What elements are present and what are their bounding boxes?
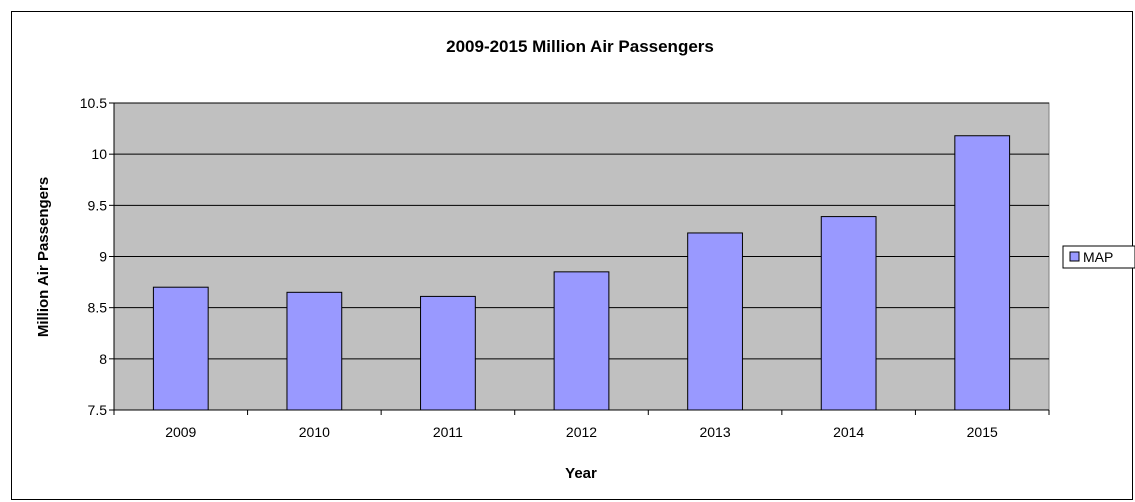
legend-box	[1062, 245, 1135, 269]
y-tick-label: 10	[91, 146, 107, 162]
legend-label-map: MAP	[1083, 249, 1113, 265]
bar-2011	[420, 295, 476, 411]
x-tick-label: 2015	[967, 424, 998, 440]
y-tick-label: 7.5	[88, 402, 108, 418]
y-tick-label: 9	[99, 249, 107, 265]
legend: MAP	[1062, 245, 1135, 269]
bar-2009	[152, 286, 209, 411]
y-axis-title: Million Air Passengers	[35, 177, 52, 337]
bar-2014	[820, 216, 877, 411]
x-tick-label: 2009	[165, 424, 196, 440]
y-tick-label: 8.5	[88, 300, 108, 316]
chart-title: 2009-2015 Million Air Passengers	[446, 37, 714, 56]
bars	[152, 135, 1011, 411]
x-tick-label: 2012	[566, 424, 597, 440]
x-tick-label: 2013	[699, 424, 730, 440]
bar-2013	[687, 232, 743, 411]
y-axis: 7.5 8 8.5 9 9.5 10 10.5	[80, 95, 115, 418]
bar-2010	[286, 291, 343, 411]
x-tick-label: 2010	[299, 424, 330, 440]
x-tick-label: 2014	[833, 424, 864, 440]
y-tick-label: 8	[99, 351, 107, 367]
y-tick-label: 9.5	[88, 197, 108, 213]
y-tick-label: 10.5	[80, 95, 107, 111]
x-tick-label: 2011	[433, 424, 463, 440]
bar-2015	[954, 135, 1011, 411]
x-axis: 2009 2010 2011 2012 2013 2014 2015	[113, 409, 1050, 440]
bar-2012	[553, 271, 610, 411]
legend-swatch-map	[1069, 251, 1080, 262]
x-axis-title: Year	[565, 465, 597, 482]
